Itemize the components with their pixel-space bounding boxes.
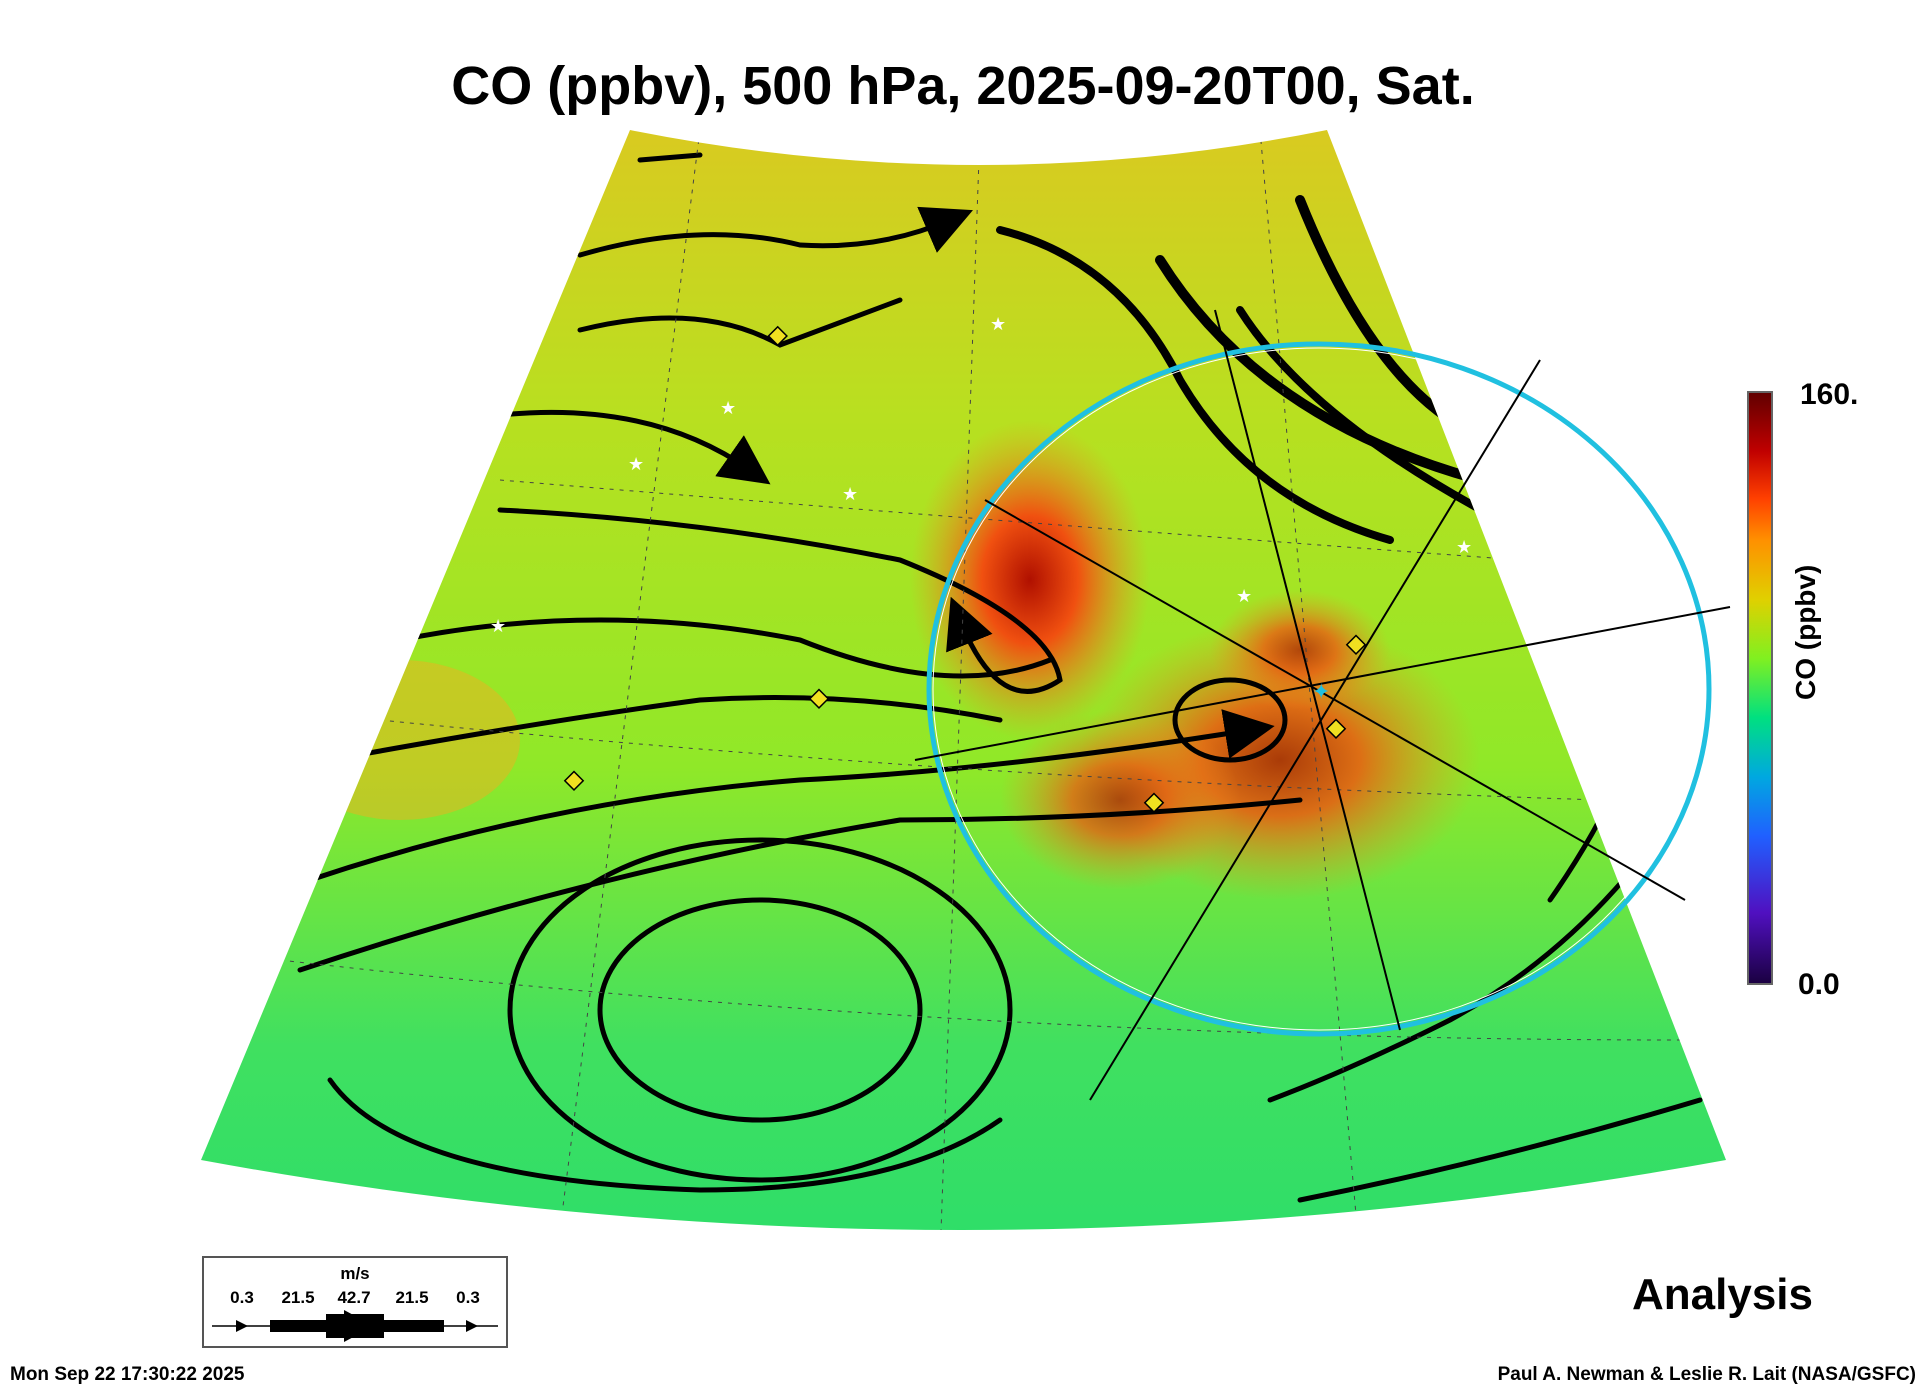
wind-speed-legend: m/s 0.3 21.5 42.7 21.5 0.3	[202, 1256, 508, 1348]
footer-timestamp: Mon Sep 22 17:30:22 2025	[10, 1364, 245, 1385]
chart-title: CO (ppbv), 500 hPa, 2025-09-20T00, Sat.	[451, 56, 1475, 116]
svg-text:★: ★	[490, 616, 506, 636]
colorbar-max-label: 160.	[1800, 378, 1859, 411]
colorbar-title: CO (ppbv)	[1790, 564, 1821, 700]
svg-text:★: ★	[628, 454, 644, 474]
svg-text:★: ★	[990, 314, 1006, 334]
flight-track-circle: ✦	[914, 309, 1731, 1101]
station-stars: ★ ★ ★ ★ ★ ★ ★	[490, 314, 1472, 636]
svg-text:★: ★	[720, 398, 736, 418]
legend-value: 42.7	[337, 1288, 371, 1307]
legend-value: 0.3	[230, 1288, 254, 1307]
legend-value: 21.5	[281, 1288, 315, 1307]
legend-value: 0.3	[456, 1288, 480, 1307]
legend-value: 21.5	[395, 1288, 429, 1307]
legend-arrow-scale	[212, 1310, 498, 1342]
svg-text:★: ★	[1456, 537, 1472, 557]
product-label: Analysis	[1632, 1270, 1813, 1319]
legend-unit: m/s	[340, 1264, 370, 1283]
svg-text:★: ★	[842, 484, 858, 504]
colorbar	[1747, 391, 1773, 985]
site-markers	[563, 325, 1367, 813]
graticule	[279, 130, 1681, 1230]
footer-credit: Paul A. Newman & Leslie R. Lait (NASA/GS…	[1497, 1364, 1916, 1385]
svg-text:★: ★	[1236, 586, 1252, 606]
colorbar-min-label: 0.0	[1798, 968, 1840, 1001]
svg-text:✦: ✦	[1312, 680, 1330, 705]
